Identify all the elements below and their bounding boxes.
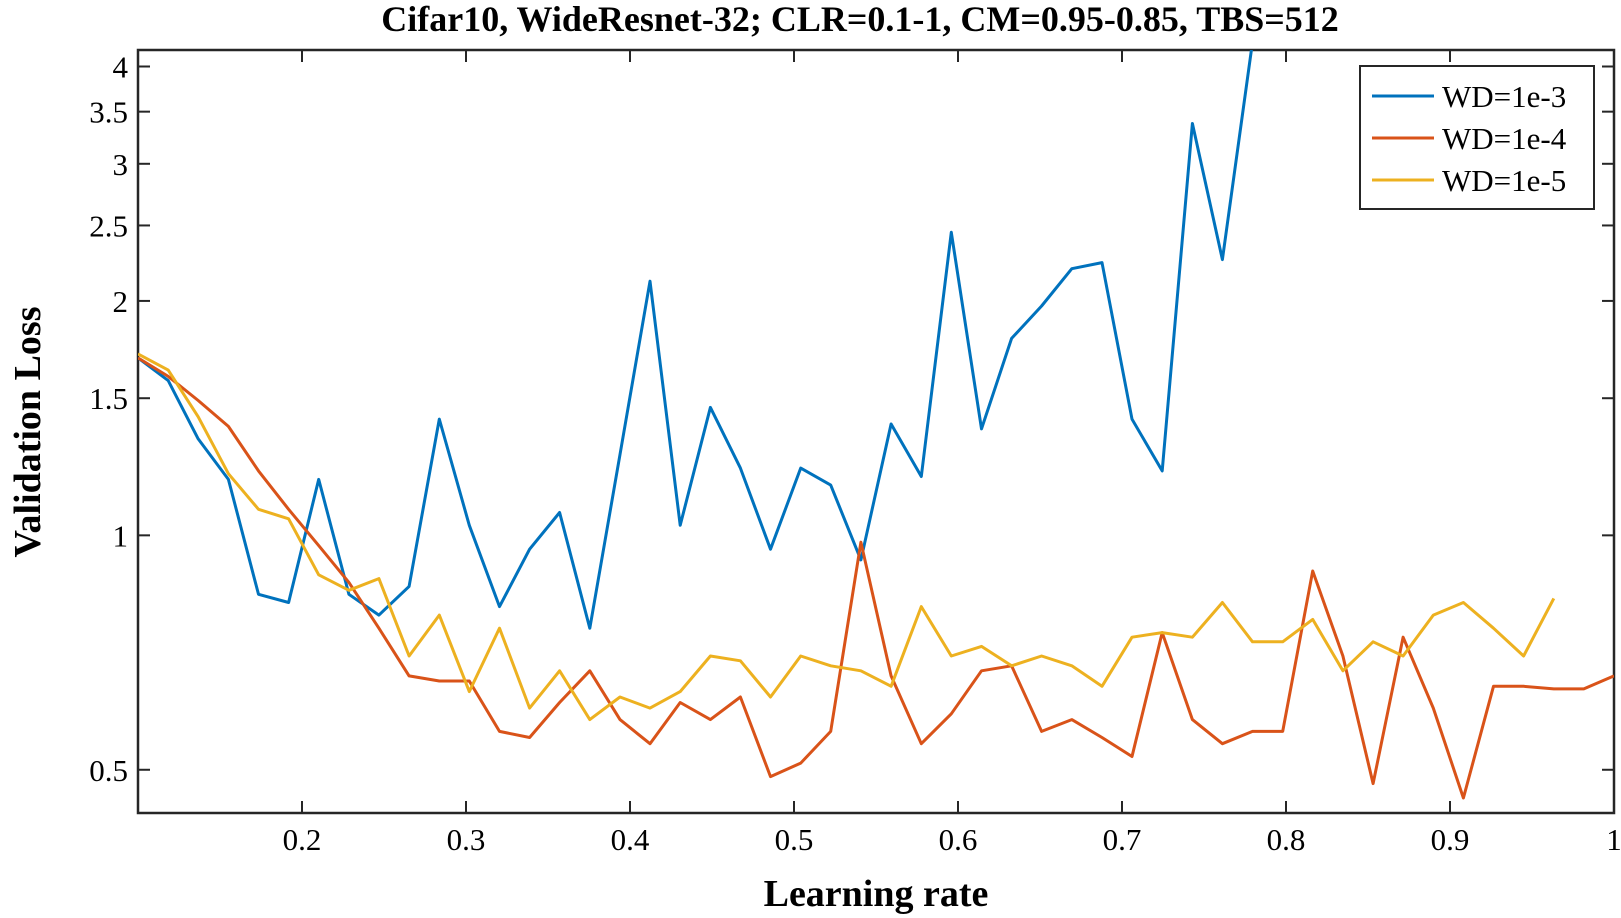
y-tick-label: 3.5 (89, 95, 128, 130)
series-line-1 (138, 50, 1253, 630)
legend-items: WD=1e-3 WD=1e-4 WD=1e-5 (1372, 79, 1567, 198)
y-tick-label: 1 (113, 518, 129, 553)
x-tick-label: 0.5 (775, 822, 814, 857)
legend-label: WD=1e-3 (1442, 79, 1566, 114)
plot-area: 0.2 0.3 0.4 0.5 0.6 0.7 0.8 0.9 1 0.5 1 1.5 2 2.5 3 3.… (89, 48, 1621, 857)
legend-label: WD=1e-4 (1442, 121, 1567, 156)
y-tick-label: 0.5 (89, 753, 128, 788)
y-tick-label: 4 (113, 50, 129, 85)
x-axis-ticks: 0.2 0.3 0.4 0.5 0.6 0.7 0.8 0.9 1 (283, 50, 1621, 857)
y-tick-label: 1.5 (89, 381, 128, 416)
chart-title: Cifar10, WideResnet-32; CLR=0.1-1, CM=0.… (381, 0, 1339, 39)
x-tick-label: 0.3 (447, 822, 486, 857)
y-axis-label: Validation Loss (7, 307, 49, 558)
y-tick-label: 3 (113, 147, 129, 182)
series-line-3 (138, 352, 1556, 722)
x-tick-label: 0.8 (1267, 822, 1306, 857)
x-tick-label: 0.2 (283, 822, 322, 857)
y-tick-label: 2.5 (89, 208, 128, 243)
x-tick-label: 0.6 (939, 822, 978, 857)
plot-frame (136, 48, 1616, 815)
y-tick-label: 2 (113, 284, 129, 319)
series-line-2 (138, 356, 1614, 800)
x-tick-label: 0.4 (611, 822, 650, 857)
y-axis-ticks: 0.5 1 1.5 2 2.5 3 3.5 4 (89, 50, 1614, 788)
legend: WD=1e-3 WD=1e-4 WD=1e-5 (1359, 65, 1595, 210)
x-tick-label: 1 (1606, 822, 1621, 857)
x-tick-label: 0.9 (1431, 822, 1470, 857)
legend-label: WD=1e-5 (1442, 163, 1566, 198)
series-layer (138, 50, 1614, 800)
x-tick-label: 0.7 (1103, 822, 1142, 857)
x-axis-label: Learning rate (764, 873, 989, 915)
